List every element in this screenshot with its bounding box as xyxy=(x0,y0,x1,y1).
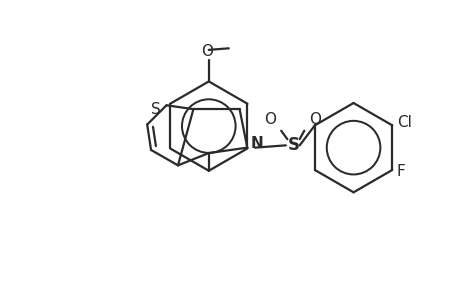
Text: O: O xyxy=(308,112,320,128)
Text: Cl: Cl xyxy=(396,115,411,130)
Text: O: O xyxy=(264,112,276,128)
Text: O: O xyxy=(201,44,213,59)
Text: N: N xyxy=(250,136,263,151)
Text: F: F xyxy=(396,164,405,179)
Text: S: S xyxy=(151,102,160,117)
Text: S: S xyxy=(287,136,299,154)
